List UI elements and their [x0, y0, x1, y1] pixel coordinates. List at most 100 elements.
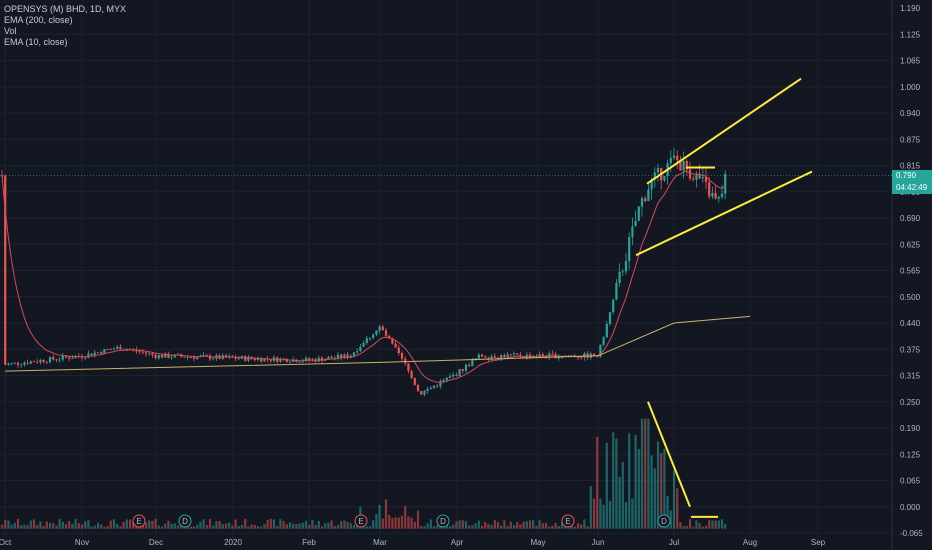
candle-up: [10, 362, 13, 364]
candle-up: [471, 359, 474, 367]
event-marker-d: D: [657, 514, 671, 528]
candle-down: [26, 362, 29, 364]
volume-bar: [352, 524, 356, 529]
volume-bar: [551, 525, 554, 529]
candle-up: [445, 377, 448, 381]
candle-down: [692, 178, 695, 180]
candle-up: [71, 358, 74, 359]
y-tick-label: 0.065: [900, 477, 921, 486]
volume-bar: [554, 522, 557, 529]
legend-symbol: OPENSYS (M) BHD, 1D, MYX: [4, 4, 127, 14]
candle-up: [720, 193, 724, 197]
volume-bar: [423, 526, 426, 529]
candle-down: [676, 155, 679, 161]
volume-bar: [426, 523, 429, 529]
volume-bar: [663, 448, 666, 529]
candle-down: [154, 354, 157, 359]
volume-bar: [599, 498, 602, 529]
volume-bar: [87, 520, 90, 529]
candle-down: [580, 357, 583, 359]
candle-down: [493, 356, 496, 358]
x-tick-label: Oct: [0, 538, 12, 547]
candle-up: [196, 356, 199, 359]
candle-up: [682, 160, 685, 171]
candle-up: [650, 179, 653, 190]
candle-up: [512, 353, 516, 355]
candle-up: [237, 358, 240, 360]
volume-bar: [74, 518, 77, 529]
y-tick-label: 0.940: [900, 109, 921, 118]
volume-bar: [586, 526, 589, 529]
volume-bar: [298, 523, 301, 529]
volume-bar: [496, 522, 500, 529]
candle-up: [87, 353, 90, 358]
volume-bar: [112, 519, 116, 529]
candle-up: [458, 369, 461, 376]
candle-up: [599, 344, 602, 357]
volume-bar: [330, 520, 333, 529]
volume-bar: [669, 510, 672, 529]
event-marker-circle: [354, 514, 368, 528]
candle-up: [292, 359, 295, 362]
candle-down: [391, 338, 394, 344]
candle-up: [432, 385, 436, 388]
y-tick-label: 0.690: [900, 214, 921, 223]
volume-bar: [10, 524, 13, 529]
volume-bar: [45, 521, 48, 529]
volume-bar: [84, 521, 87, 529]
candle-up: [624, 261, 628, 272]
volume-bar: [196, 524, 199, 529]
candle-up: [442, 380, 445, 382]
volume-bar: [80, 524, 84, 529]
volume-bar: [228, 522, 231, 529]
volume-bar: [634, 434, 637, 529]
candle-up: [148, 353, 151, 355]
candle-up: [477, 354, 480, 359]
ema200-line: [4, 315, 751, 372]
candle-up: [653, 172, 656, 180]
volume-bar: [109, 520, 112, 529]
volume-bar: [573, 526, 576, 529]
volume-bar: [368, 526, 372, 529]
volume-bar: [224, 523, 228, 529]
candle-down: [576, 357, 580, 358]
candle-down: [685, 160, 688, 170]
volume-bar: [676, 488, 679, 529]
volume-bar: [592, 498, 596, 529]
volume-bar: [160, 526, 164, 529]
candle-down: [244, 356, 247, 361]
volume-bar: [557, 525, 560, 529]
volume-bar: [596, 436, 599, 529]
candle-up: [506, 354, 509, 358]
candle-down: [119, 346, 122, 350]
candle-up: [39, 359, 42, 363]
candle-up: [557, 356, 560, 359]
candle-down: [416, 385, 420, 391]
volume-bar: [685, 525, 688, 529]
candle-up: [490, 356, 493, 359]
volume-bar: [490, 525, 493, 529]
candle-down: [394, 343, 397, 348]
candle-down: [592, 353, 596, 356]
y-tick-label: 0.375: [900, 345, 921, 354]
volume-bar: [132, 521, 135, 529]
candle-up: [29, 361, 32, 364]
candle-down: [55, 359, 58, 361]
volume-bar: [500, 525, 503, 529]
candle-down: [42, 359, 45, 363]
volume-bar: [397, 517, 400, 529]
candle-up: [429, 387, 432, 390]
volume-bar: [381, 518, 384, 529]
volume-bar: [544, 522, 548, 529]
volume-bar: [372, 520, 375, 529]
volume-bar: [68, 520, 71, 529]
volume-bar: [644, 418, 647, 529]
candle-down: [151, 353, 154, 355]
x-tick-label: Sep: [811, 538, 826, 547]
ema10-line: [1, 170, 726, 383]
volume-bar: [666, 495, 669, 529]
volume-bar: [266, 519, 269, 529]
candle-down: [714, 192, 717, 199]
last-price-tag: 0.790: [892, 169, 932, 182]
